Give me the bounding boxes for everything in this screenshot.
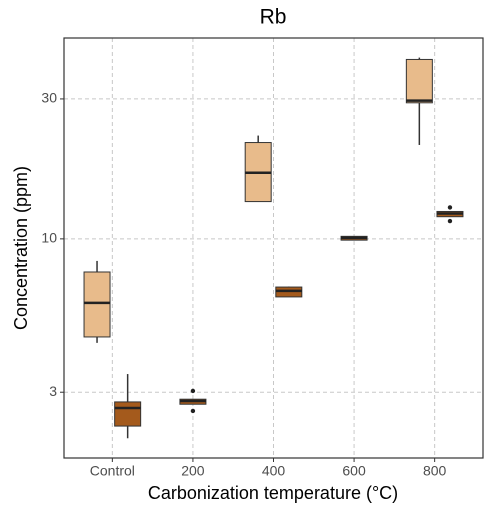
y-tick-label: 10 <box>41 230 57 246</box>
chart-title: Rb <box>260 6 287 29</box>
x-tick-label: 800 <box>423 463 447 479</box>
outlier <box>190 408 196 414</box>
x-axis-label: Carbonization temperature (°C) <box>148 483 398 503</box>
y-axis-label: Concentration (ppm) <box>11 166 31 330</box>
y-tick-label: 30 <box>41 90 57 106</box>
box <box>83 271 111 338</box>
y-tick-label: 3 <box>49 383 57 399</box>
outlier <box>447 218 453 224</box>
x-tick-label: 200 <box>181 463 205 479</box>
outlier <box>447 205 453 210</box>
box <box>405 58 433 104</box>
box <box>114 401 142 427</box>
x-tick-label: 400 <box>262 463 286 479</box>
x-tick-label: Control <box>90 463 135 479</box>
plot-border <box>63 37 484 459</box>
outlier <box>190 388 196 394</box>
x-tick-label: 600 <box>342 463 366 479</box>
